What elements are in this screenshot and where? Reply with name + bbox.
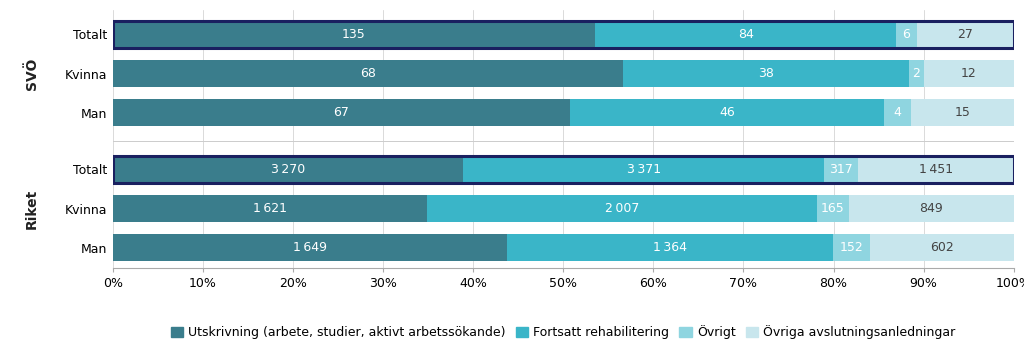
Bar xyxy=(113,21,595,48)
Text: 6: 6 xyxy=(902,28,910,41)
Bar xyxy=(570,99,884,126)
Bar xyxy=(427,195,817,222)
Text: 152: 152 xyxy=(840,241,863,255)
Bar xyxy=(624,60,908,87)
Text: 1 649: 1 649 xyxy=(293,241,327,255)
Text: 27: 27 xyxy=(957,28,974,41)
Text: 1 451: 1 451 xyxy=(919,163,953,176)
Bar xyxy=(113,234,507,261)
Bar xyxy=(817,195,849,222)
Text: 602: 602 xyxy=(930,241,953,255)
Bar xyxy=(113,156,463,183)
Text: 84: 84 xyxy=(737,28,754,41)
Text: 1 621: 1 621 xyxy=(253,202,287,215)
Bar xyxy=(858,156,1014,183)
Bar xyxy=(113,60,624,87)
Bar xyxy=(924,60,1014,87)
Text: 38: 38 xyxy=(758,67,774,80)
Legend: Utskrivning (arbete, studier, aktivt arbetssökande), Fortsatt rehabilitering, Öv: Utskrivning (arbete, studier, aktivt arb… xyxy=(166,320,961,343)
Text: 3 371: 3 371 xyxy=(627,163,660,176)
Text: 135: 135 xyxy=(342,28,366,41)
Bar xyxy=(595,21,896,48)
Text: 3 270: 3 270 xyxy=(270,163,305,176)
Text: 46: 46 xyxy=(719,106,735,119)
Bar xyxy=(849,195,1014,222)
Text: 165: 165 xyxy=(821,202,845,215)
Bar xyxy=(824,156,858,183)
Text: 317: 317 xyxy=(829,163,853,176)
Text: 4: 4 xyxy=(894,106,902,119)
Bar xyxy=(113,99,570,126)
Text: 15: 15 xyxy=(954,106,971,119)
Bar xyxy=(463,156,824,183)
Bar xyxy=(113,195,427,222)
Bar xyxy=(896,21,918,48)
Text: 12: 12 xyxy=(961,67,977,80)
Text: 2 007: 2 007 xyxy=(605,202,639,215)
Bar xyxy=(869,234,1014,261)
Bar xyxy=(918,21,1014,48)
Text: SVÖ: SVÖ xyxy=(25,57,39,90)
Bar xyxy=(884,99,911,126)
Text: 1 364: 1 364 xyxy=(653,241,687,255)
Bar xyxy=(507,234,834,261)
Text: 849: 849 xyxy=(920,202,943,215)
Text: 68: 68 xyxy=(360,67,376,80)
Bar xyxy=(908,60,924,87)
Text: Riket: Riket xyxy=(25,189,39,229)
Text: 2: 2 xyxy=(912,67,921,80)
Bar xyxy=(911,99,1014,126)
Text: 67: 67 xyxy=(334,106,349,119)
Bar xyxy=(834,234,869,261)
